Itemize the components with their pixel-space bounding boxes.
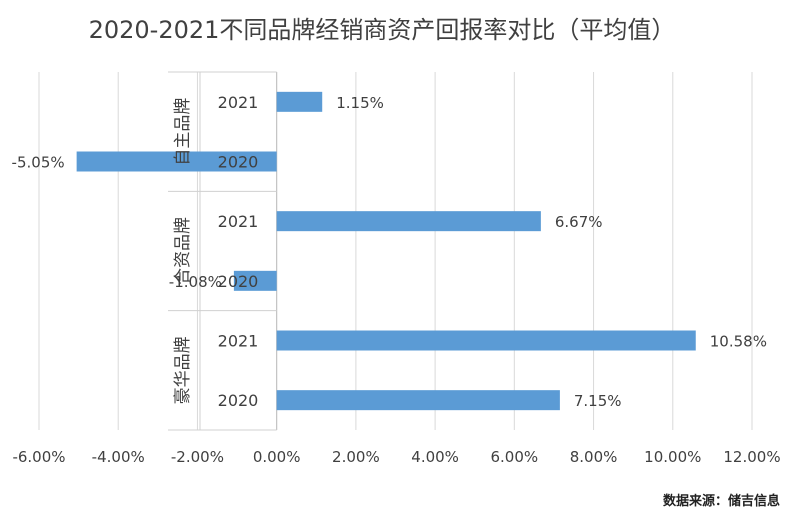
bar [276, 390, 560, 411]
data-label: 10.58% [710, 333, 767, 351]
x-tick-label: 12.00% [723, 448, 780, 466]
bars [76, 91, 696, 411]
year-label: 2020 [218, 391, 259, 410]
bar [233, 270, 277, 291]
year-label: 2021 [218, 332, 259, 351]
x-tick-label: -4.00% [92, 448, 145, 466]
group-label: 豪华品牌 [172, 336, 193, 404]
x-tick-label: 10.00% [644, 448, 701, 466]
labels: 自主品牌 2021 1.15% 2020 -5.05% 合资品牌 2021 6.67% 2020… [12, 93, 767, 410]
gridlines [38, 72, 753, 430]
year-label: 2021 [218, 212, 259, 231]
x-tick-label: -6.00% [12, 448, 65, 466]
group-label: 合资品牌 [173, 217, 193, 285]
x-tick-label: 2.00% [332, 448, 380, 466]
data-label: -1.08% [169, 273, 222, 291]
year-label: 2020 [218, 272, 259, 291]
chart-title: 2020-2021不同品牌经销商资产回报率对比（平均值） [89, 16, 676, 44]
x-tick-label: 6.00% [491, 448, 539, 466]
group-label: 自主品牌 [173, 98, 193, 166]
data-label: 7.15% [574, 392, 622, 410]
x-axis-ticks: -6.00% -4.00% -2.00% 0.00% 2.00% 4.00% 6.00% 8.… [12, 448, 780, 466]
bar [76, 151, 277, 172]
category-axis-structure [168, 71, 278, 431]
year-label: 2020 [218, 153, 259, 172]
bar [276, 330, 696, 351]
data-label: -5.05% [12, 154, 65, 172]
data-source-note: 数据来源：储吉信息 [663, 493, 780, 509]
x-tick-label: 0.00% [253, 448, 301, 466]
bar [276, 211, 541, 232]
year-label: 2021 [218, 93, 259, 112]
x-tick-label: 4.00% [411, 448, 459, 466]
x-tick-label: -2.00% [171, 448, 224, 466]
data-label: 1.15% [336, 94, 384, 112]
bar [276, 91, 323, 112]
x-tick-label: 8.00% [570, 448, 618, 466]
data-label: 6.67% [555, 213, 603, 231]
